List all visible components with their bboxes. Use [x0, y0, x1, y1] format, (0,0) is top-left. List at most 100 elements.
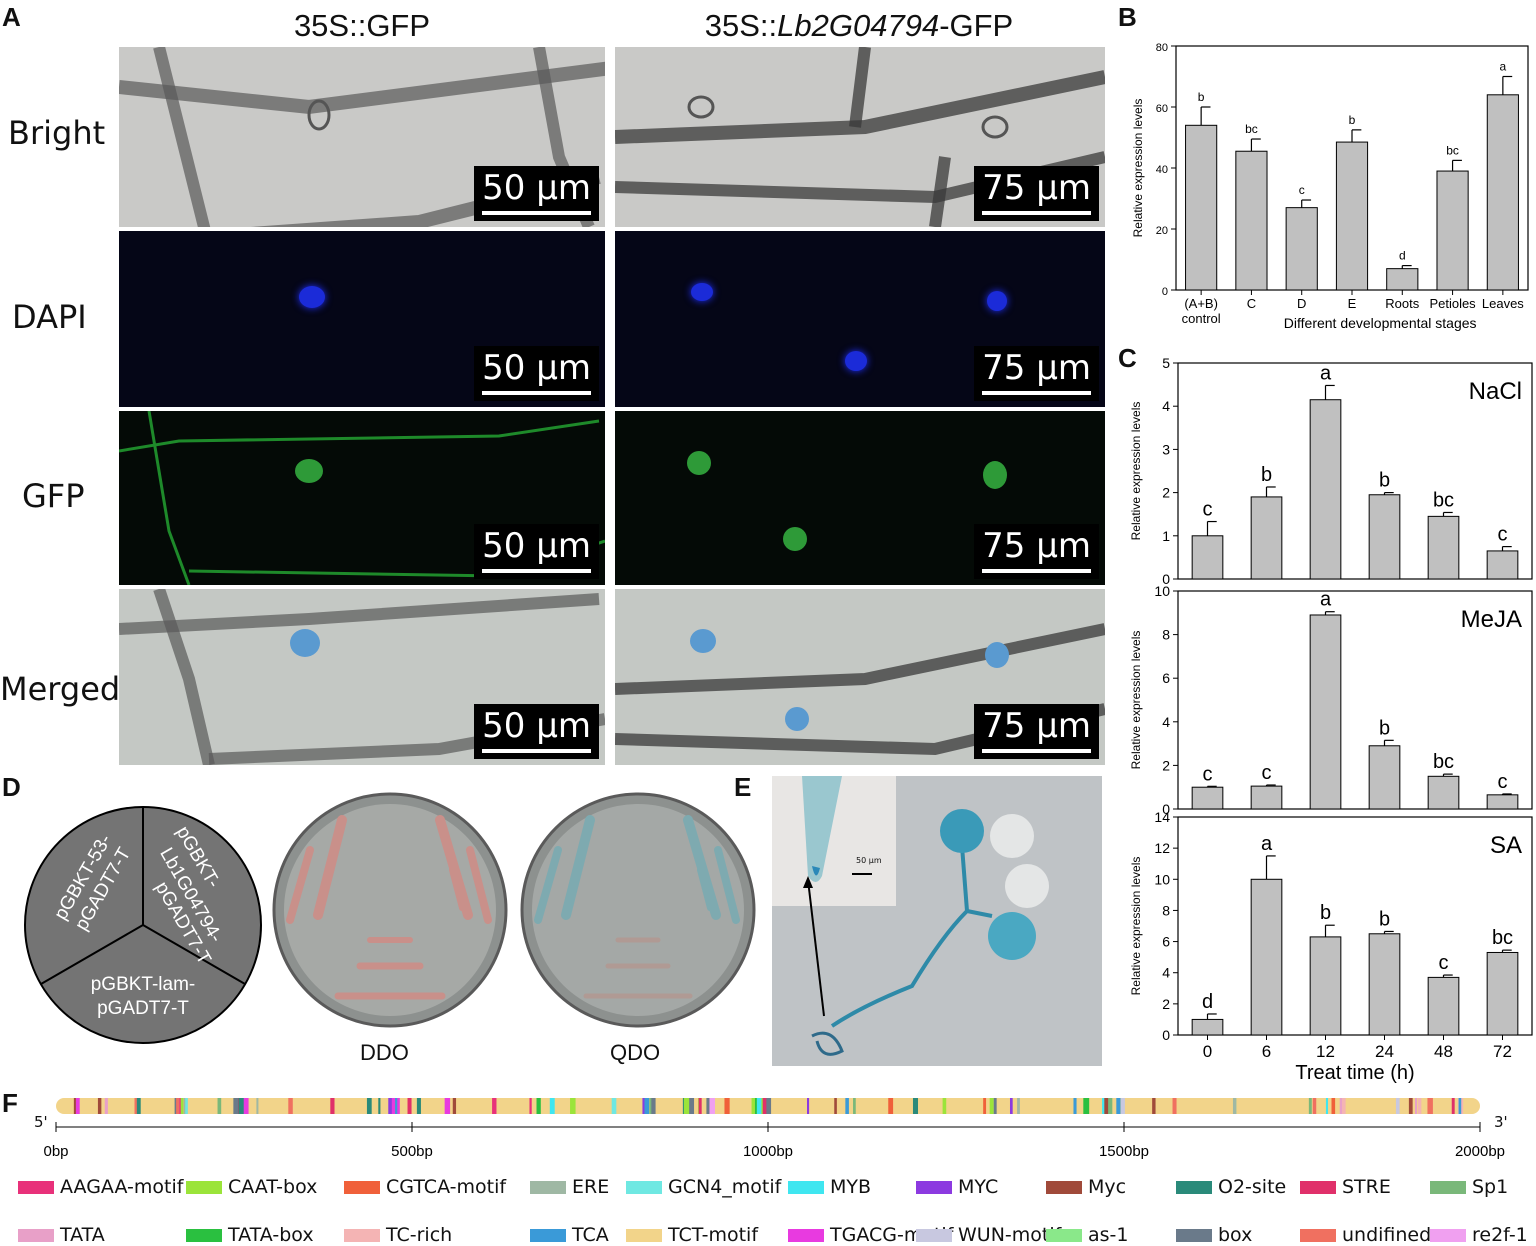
- y-tick-label: 6: [1162, 670, 1170, 686]
- motif-mark: [243, 1098, 249, 1114]
- significance-letter: bc: [1433, 489, 1454, 511]
- chart-b-expression-stages: 0 20 40 60 80 b bc c b d bc a (A+B) C D E Roots Petioles L…: [1131, 42, 1529, 331]
- legend-swatch: [788, 1228, 824, 1242]
- row-label-dapi: DAPI: [12, 298, 87, 336]
- col-title-35s-gfp: 35S::GFP: [293, 8, 431, 43]
- plate-ddo: [272, 792, 508, 1028]
- col-title-35s-lb2g04794-gfp: 35S::Lb2G04794-GFP: [614, 8, 1104, 44]
- legend-item: undifined: [1300, 1224, 1431, 1246]
- legend-label: GCN4_motif: [668, 1176, 782, 1198]
- legend-swatch: [1430, 1180, 1466, 1194]
- row-label-merged: Merged: [0, 670, 121, 708]
- motif-mark: [330, 1098, 335, 1114]
- significance-letter: b: [1349, 113, 1356, 127]
- x-tick-label: D: [1297, 296, 1306, 311]
- bar: [1250, 878, 1283, 1036]
- y-tick-label: 0: [1162, 286, 1168, 298]
- legend-label: undifined: [1342, 1224, 1432, 1246]
- legend-item: box: [1176, 1224, 1252, 1246]
- legend-swatch: [1300, 1228, 1336, 1242]
- panel-letter-d: D: [2, 772, 21, 802]
- legend-label: TATA: [60, 1224, 105, 1246]
- plate-label-qdo: QDO: [610, 1040, 661, 1065]
- motif-mark: [993, 1098, 997, 1114]
- bar: [1427, 976, 1460, 1036]
- y-tick-label: 4: [1162, 398, 1170, 414]
- scale-bar-merged-right: 75 μm: [974, 704, 1099, 759]
- scale-bar-bright-left: 50 μm: [474, 166, 599, 221]
- y-axis-label: Relative expression levels: [1129, 857, 1143, 996]
- legend-label: box: [1218, 1224, 1253, 1246]
- motif-mark: [529, 1098, 532, 1114]
- x-tick-label: E: [1348, 296, 1357, 311]
- legend-label: MYB: [830, 1176, 872, 1198]
- y-tick-label: 5: [1162, 355, 1170, 371]
- motif-mark: [1312, 1098, 1317, 1114]
- scale-text: 50 μm: [482, 526, 591, 566]
- motif-mark: [1342, 1098, 1346, 1114]
- bar: [1368, 933, 1401, 1036]
- motif-mark: [1120, 1098, 1125, 1114]
- bar: [1309, 614, 1342, 810]
- bar: [1368, 494, 1401, 580]
- y-tick-label: 20: [1156, 225, 1168, 237]
- bar: [1185, 124, 1218, 291]
- col-title-prefix: 35S::: [704, 8, 778, 43]
- y-tick-label: 4: [1162, 714, 1170, 730]
- motif-mark: [989, 1098, 994, 1114]
- significance-letter: b: [1198, 90, 1205, 104]
- bar: [1250, 496, 1283, 580]
- legend-swatch: [1176, 1180, 1212, 1194]
- motif-mark: [1339, 1098, 1344, 1114]
- significance-letter: a: [1500, 60, 1507, 74]
- bar: [1285, 207, 1318, 291]
- motif-mark: [407, 1098, 412, 1114]
- significance-letter: c: [1299, 183, 1305, 197]
- legend-item: CGTCA-motif: [344, 1176, 506, 1198]
- legend-item: AAGAA-motif: [18, 1176, 183, 1198]
- significance-letter: b: [1320, 902, 1331, 924]
- significance-letter: bc: [1433, 751, 1454, 773]
- motif-mark: [754, 1098, 757, 1114]
- motif-mark: [698, 1098, 702, 1114]
- x-tick-label: Petioles: [1429, 296, 1476, 311]
- legend-swatch: [1430, 1228, 1466, 1242]
- significance-letter: b: [1379, 908, 1390, 930]
- legend-swatch: [186, 1180, 222, 1194]
- significance-letter: bc: [1245, 122, 1258, 136]
- legend-label: CAAT-box: [228, 1176, 318, 1198]
- y-tick-label: 0: [1162, 1027, 1170, 1043]
- y-tick-label: 6: [1162, 934, 1170, 950]
- motif-mark: [185, 1098, 188, 1114]
- bar: [1486, 794, 1519, 810]
- significance-letter: a: [1261, 833, 1273, 855]
- bar: [1386, 268, 1419, 291]
- significance-letter: c: [1498, 771, 1508, 793]
- legend-swatch: [1176, 1228, 1212, 1242]
- x-tick-label: 48: [1434, 1042, 1453, 1061]
- motif-mark: [888, 1098, 894, 1114]
- scale-text: 75 μm: [982, 706, 1091, 746]
- y-tick-label: 12: [1154, 840, 1170, 856]
- legend-item: O2-site: [1176, 1176, 1286, 1198]
- y-tick-label: 60: [1156, 103, 1168, 115]
- legend-label: TC-rich: [386, 1224, 453, 1246]
- micrograph-gfp-right: 75 μm: [614, 410, 1106, 586]
- motif-mark: [706, 1098, 711, 1114]
- element-legend: AAGAA-motif CAAT-box CGTCA-motif ERE GCN4_mo…: [0, 1172, 1536, 1246]
- panel-letter-c: C: [1118, 343, 1137, 373]
- scale-tick-label: 1000bp: [743, 1143, 793, 1160]
- legend-item: TC-rich: [344, 1224, 452, 1246]
- micrograph-merged-right: 75 μm: [614, 588, 1106, 766]
- bar: [1436, 170, 1469, 291]
- motif-mark: [104, 1098, 108, 1114]
- significance-letter: a: [1320, 362, 1332, 384]
- scale-text: 75 μm: [982, 348, 1091, 388]
- scale-text: 50 μm: [482, 706, 591, 746]
- motif-mark: [611, 1098, 617, 1114]
- panel-letter-b: B: [1118, 2, 1137, 32]
- legend-item: TATA: [18, 1224, 105, 1246]
- x-tick-label: 12: [1316, 1042, 1335, 1061]
- bar: [1486, 550, 1519, 580]
- motif-mark: [853, 1098, 856, 1114]
